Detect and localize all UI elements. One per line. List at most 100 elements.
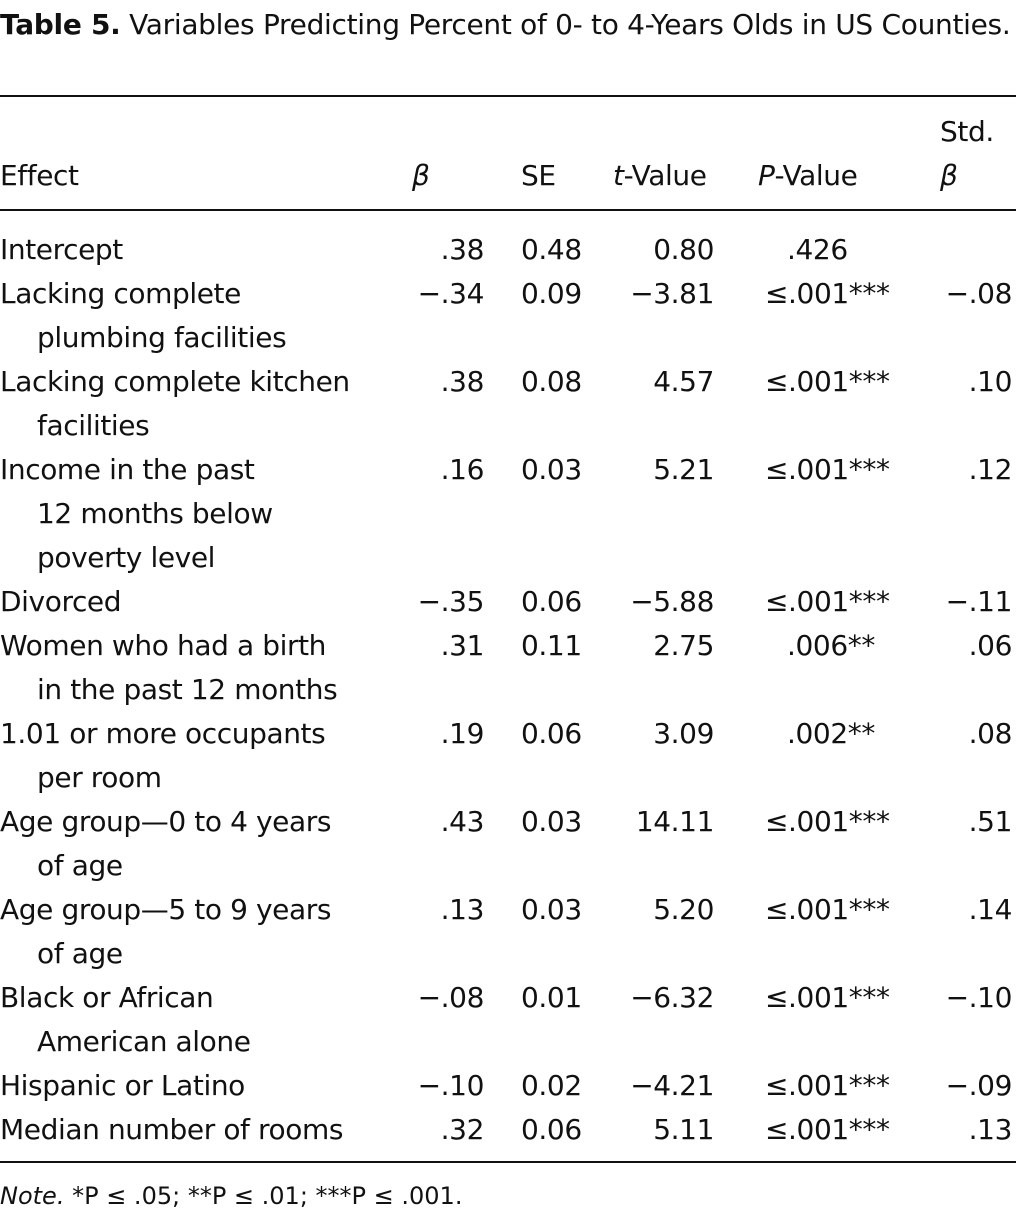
t-value: 2.75 (653, 629, 714, 662)
p-value: ≤.001*** (765, 1069, 890, 1102)
effect-label: Divorced (0, 585, 122, 618)
se-value: 0.03 (521, 805, 582, 838)
beta-value: −.10 (417, 1069, 485, 1102)
se-value: 0.03 (521, 453, 582, 486)
header-p-italic: P (758, 159, 775, 192)
header-t-rest: -Value (623, 159, 707, 192)
header-effect: Effect (0, 159, 79, 192)
effect-label: in the past 12 months (37, 673, 338, 706)
t-value: 0.80 (653, 233, 714, 266)
table-label: Table 5. (0, 8, 121, 41)
beta-value: .13 (440, 893, 485, 926)
p-value: .002** (787, 717, 875, 750)
std-beta-value: −.09 (945, 1069, 1013, 1102)
t-value: −4.21 (630, 1069, 714, 1102)
beta-value: −.35 (417, 585, 485, 618)
t-value: −5.88 (630, 585, 714, 618)
beta-value: .38 (440, 365, 485, 398)
p-value: ≤.001*** (765, 805, 890, 838)
effect-label: facilities (37, 409, 150, 442)
se-value: 0.06 (521, 1113, 582, 1146)
effect-label: of age (37, 937, 123, 970)
t-value: 3.09 (653, 717, 714, 750)
se-value: 0.09 (521, 277, 582, 310)
t-value: 5.11 (653, 1113, 714, 1146)
p-value: .006** (787, 629, 875, 662)
effect-label: Income in the past (0, 453, 255, 486)
beta-value: −.34 (417, 277, 485, 310)
std-beta-value: −.08 (945, 277, 1013, 310)
beta-value: .19 (440, 717, 485, 750)
effect-label: Black or African (0, 981, 214, 1014)
beta-value: .38 (440, 233, 485, 266)
effect-label: Hispanic or Latino (0, 1069, 245, 1102)
table-note: Note. *P ≤ .05; **P ≤ .01; ***P ≤ .001. (0, 1176, 462, 1216)
table-title: Variables Predicting Percent of 0- to 4-… (129, 8, 1011, 41)
t-value: 4.57 (653, 365, 714, 398)
effect-label: Age group—5 to 9 years (0, 893, 332, 926)
t-value: −6.32 (630, 981, 714, 1014)
std-beta-value: .13 (968, 1113, 1013, 1146)
effect-label: per room (37, 761, 162, 794)
header-beta: β (412, 159, 430, 192)
beta-value: .32 (440, 1113, 485, 1146)
effect-label: Intercept (0, 233, 123, 266)
p-value: ≤.001*** (765, 277, 890, 310)
top-rule (0, 95, 1016, 97)
effect-label: poverty level (37, 541, 216, 574)
effect-label: American alone (37, 1025, 251, 1058)
header-t-italic: t (613, 159, 624, 192)
t-value: 5.20 (653, 893, 714, 926)
std-beta-value: .08 (968, 717, 1013, 750)
effect-label: Lacking complete kitchen (0, 365, 350, 398)
effect-label: Lacking complete (0, 277, 241, 310)
header-se: SE (521, 159, 556, 192)
se-value: 0.06 (521, 717, 582, 750)
bottom-rule (0, 1161, 1016, 1163)
p-value: ≤.001*** (765, 1113, 890, 1146)
std-beta-value: −.11 (945, 585, 1013, 618)
p-value: .426 (787, 233, 848, 266)
t-value: 14.11 (635, 805, 715, 838)
std-beta-value: .14 (968, 893, 1013, 926)
beta-value: −.08 (417, 981, 485, 1014)
table-caption: Table 5. Variables Predicting Percent of… (0, 4, 1016, 46)
effect-label: Women who had a birth (0, 629, 327, 662)
effect-label: 1.01 or more occupants (0, 717, 326, 750)
se-value: 0.03 (521, 893, 582, 926)
std-beta-value: .51 (968, 805, 1013, 838)
std-beta-value: −.10 (945, 981, 1013, 1014)
header-p-rest: -Value (774, 159, 858, 192)
t-value: 5.21 (653, 453, 714, 486)
header-p-value: P-Value (758, 154, 858, 198)
se-value: 0.48 (521, 233, 582, 266)
effect-label: plumbing facilities (37, 321, 287, 354)
effect-label: 12 months below (37, 497, 273, 530)
beta-value: .16 (440, 453, 485, 486)
se-value: 0.11 (521, 629, 582, 662)
beta-value: .31 (440, 629, 485, 662)
p-value: ≤.001*** (765, 893, 890, 926)
se-value: 0.01 (521, 981, 582, 1014)
effect-label: Age group—0 to 4 years (0, 805, 332, 838)
note-label: Note. (0, 1182, 65, 1210)
p-value: ≤.001*** (765, 981, 890, 1014)
std-beta-value: .10 (968, 365, 1013, 398)
p-value: ≤.001*** (765, 453, 890, 486)
p-value: ≤.001*** (765, 585, 890, 618)
header-std-beta: β (940, 159, 958, 192)
t-value: −3.81 (630, 277, 714, 310)
se-value: 0.06 (521, 585, 582, 618)
note-text: *P ≤ .05; **P ≤ .01; ***P ≤ .001. (72, 1182, 463, 1210)
std-beta-value: .06 (968, 629, 1013, 662)
header-t-value: t-Value (613, 154, 707, 198)
header-std-top: Std. (940, 115, 994, 148)
se-value: 0.08 (521, 365, 582, 398)
std-beta-value: .12 (968, 453, 1013, 486)
effect-label: Median number of rooms (0, 1113, 344, 1146)
beta-value: .43 (440, 805, 485, 838)
header-rule (0, 209, 1016, 211)
se-value: 0.02 (521, 1069, 582, 1102)
effect-label: of age (37, 849, 123, 882)
p-value: ≤.001*** (765, 365, 890, 398)
